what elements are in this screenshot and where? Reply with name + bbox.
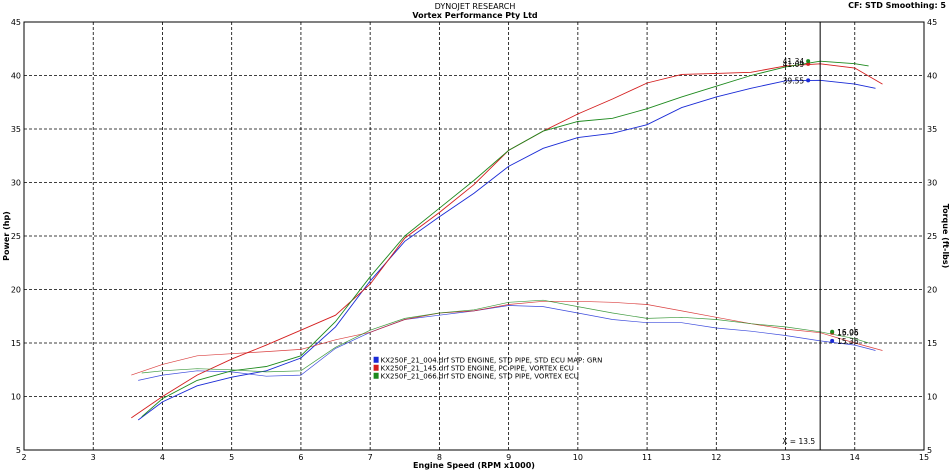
x-tick-label: 9 (506, 453, 511, 462)
y2-tick-label: 10 (927, 393, 937, 402)
x-tick-label: 6 (298, 453, 303, 462)
y2-tick-label: 5 (927, 446, 932, 455)
y2-tick-label: 40 (927, 72, 937, 81)
torque-value-label-2: 15.96 (837, 329, 859, 338)
chart-grid (23, 21, 925, 451)
power-marker-1 (806, 78, 811, 83)
legend-entry-1: KX250F_21_004.drf STD ENGINE, STD PIPE, … (381, 356, 603, 364)
correction-info: CF: STD Smoothing: 5 (848, 1, 946, 10)
y-tick-label: 5 (16, 446, 21, 455)
y2-tick-label: 45 (927, 18, 937, 27)
y2-tick-label: 15 (927, 339, 937, 348)
legend-entry-2: KX250F_21_145.drf STD ENGINE, PC PIPE, V… (381, 364, 574, 372)
legend-swatch-3 (373, 372, 379, 379)
torque-marker-3 (830, 329, 835, 334)
y-tick-label: 15 (11, 339, 21, 348)
torque-line-2 (131, 300, 883, 376)
x-tick-label: 7 (368, 453, 373, 462)
y-tick-label: 10 (11, 393, 21, 402)
x-axis-label: Engine Speed (RPM x1000) (413, 461, 535, 470)
y-tick-label: 40 (11, 72, 21, 81)
y-tick-label: 35 (11, 125, 21, 134)
legend-swatch-2 (373, 364, 379, 371)
y2-axis-ticks: 5 10 15 20 25 30 35 40 45 (927, 18, 937, 455)
torque-value-label-3: 16.05 (837, 328, 859, 337)
power-line-1 (137, 79, 876, 421)
y-tick-label: 30 (11, 179, 21, 188)
legend-entry-3: KX250F_21_066.drf STD ENGINE, STD PIPE, … (381, 372, 579, 380)
y-tick-label: 25 (11, 232, 21, 241)
legend-swatch-1 (373, 356, 379, 363)
y-axis-label-power: Power (hp) (2, 211, 11, 261)
x-tick-label: 12 (711, 453, 721, 462)
x-tick-label: 11 (642, 453, 652, 462)
y-axis-label-torque: Torque (ft-lbs) (941, 204, 950, 269)
y2-tick-label: 25 (927, 232, 937, 241)
torque-line-1 (138, 305, 876, 381)
power-marker-3 (806, 59, 811, 64)
power-line-3 (141, 60, 869, 418)
cursor-label: X = 13.5 (782, 437, 815, 446)
chart-legend: KX250F_21_004.drf STD ENGINE, STD PIPE, … (373, 356, 603, 380)
x-tick-label: 4 (160, 453, 165, 462)
y-axis-ticks: 5 10 15 20 25 30 35 40 45 (11, 18, 21, 455)
torque-line-3 (141, 299, 869, 374)
y2-tick-label: 20 (927, 286, 937, 295)
x-tick-label: 2 (21, 453, 26, 462)
x-tick-label: 10 (573, 453, 583, 462)
y-tick-label: 20 (11, 286, 21, 295)
chart-markers: 39.55 15.36 41.09 15.96 41.34 16.05 (783, 57, 859, 346)
chart-series (131, 60, 883, 421)
torque-value-label-1: 15.36 (837, 337, 859, 346)
x-tick-label: 3 (91, 453, 96, 462)
x-tick-label: 8 (437, 453, 442, 462)
power-value-label-2: 41.09 (783, 60, 805, 69)
x-axis-ticks: 2 3 4 5 6 7 8 9 10 11 12 13 14 15 (21, 453, 929, 462)
power-value-label-1: 39.55 (783, 76, 805, 85)
chart-cursor: X = 13.5 (782, 22, 821, 450)
power-value-label-3: 41.34 (783, 57, 805, 66)
header-title-line1: DYNOJET RESEARCH (434, 2, 516, 11)
header-title-line2: Vortex Performance Pty Ltd (412, 11, 538, 20)
y2-tick-label: 35 (927, 125, 937, 134)
x-tick-label: 14 (850, 453, 860, 462)
x-tick-label: 13 (780, 453, 790, 462)
x-tick-label: 15 (919, 453, 929, 462)
x-tick-label: 5 (229, 453, 234, 462)
torque-marker-1 (830, 338, 835, 343)
y2-tick-label: 30 (927, 179, 937, 188)
y-tick-label: 45 (11, 18, 21, 27)
